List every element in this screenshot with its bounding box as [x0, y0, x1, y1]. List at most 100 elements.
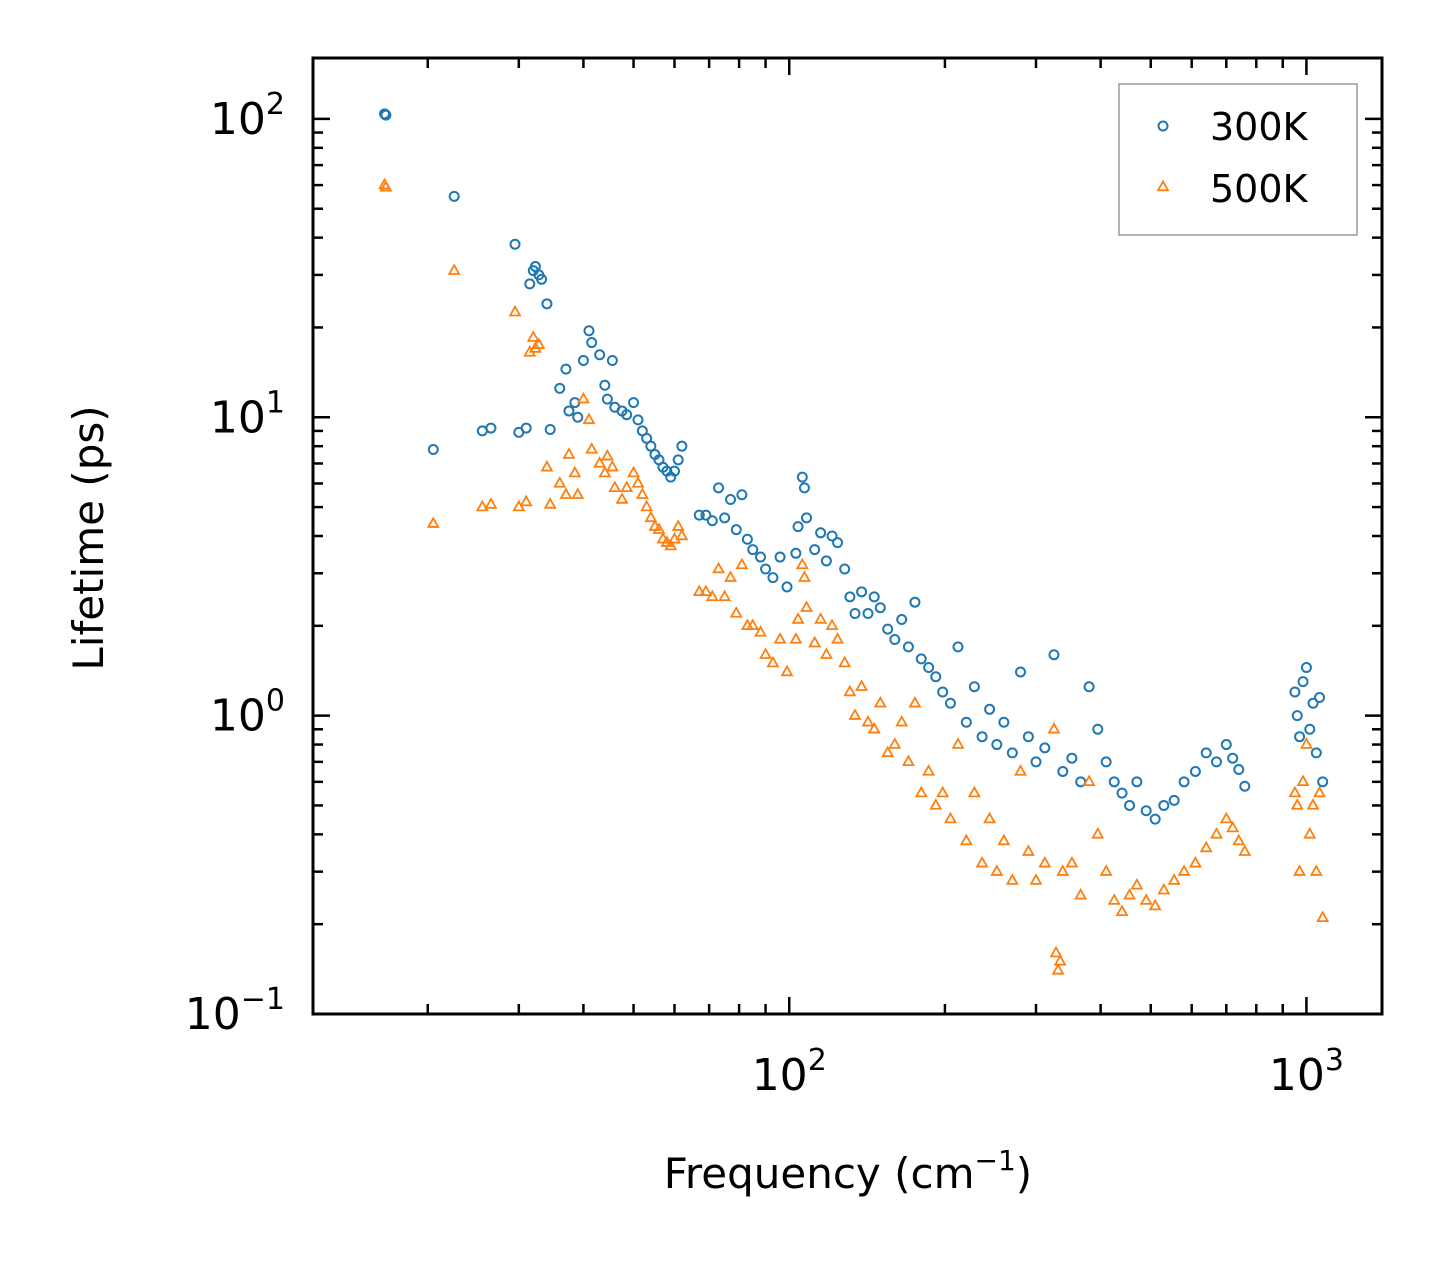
point-300k-2: [427, 443, 439, 455]
legend-label-500k: 500K: [1210, 167, 1309, 211]
point-500k-100: [1053, 954, 1067, 966]
legend-frame: [1118, 83, 1358, 236]
point-500k-102: [1065, 855, 1079, 868]
point-300k-69: [839, 563, 851, 575]
point-500k-14: [543, 497, 557, 509]
point-500k-60: [795, 557, 809, 570]
point-300k-130: [1317, 776, 1329, 788]
point-500k-122: [1238, 844, 1252, 856]
point-500k-131: [1313, 785, 1326, 798]
point-300k-97: [1039, 742, 1051, 754]
point-500k-128: [1303, 827, 1317, 839]
point-500k-55: [766, 655, 780, 668]
x-axis-label-sup: −1: [975, 1144, 1016, 1177]
point-300k-47: [713, 482, 725, 494]
point-300k-55: [760, 563, 772, 575]
point-300k-16: [554, 382, 566, 394]
point-500k-71: [855, 679, 869, 691]
point-300k-20: [572, 411, 584, 423]
point-500k-126: [1296, 774, 1310, 787]
point-500k-89: [983, 811, 997, 824]
point-500k-74: [873, 695, 887, 708]
point-300k-50: [730, 524, 742, 536]
point-300k-72: [856, 586, 868, 598]
point-300k-44: [693, 509, 705, 521]
point-300k-58: [781, 581, 793, 593]
point-500k-45: [705, 589, 719, 602]
point-300k-52: [741, 533, 753, 545]
point-300k-32: [632, 414, 644, 426]
point-300k-105: [1108, 776, 1120, 788]
point-300k-113: [1178, 776, 1190, 788]
point-500k-47: [718, 589, 732, 602]
y-tick-label-minus1: 10−1: [185, 982, 285, 1040]
point-500k-118: [1209, 827, 1223, 839]
point-500k-34: [644, 510, 658, 523]
point-300k-115: [1200, 747, 1212, 759]
point-300k-92: [998, 716, 1010, 728]
point-300k-129: [1314, 692, 1326, 704]
point-500k-130: [1309, 864, 1323, 876]
point-300k-17: [560, 363, 572, 375]
point-300k-65: [815, 527, 827, 539]
point-300k-112: [1168, 794, 1180, 806]
point-300k-81: [915, 653, 927, 665]
x-axis-label-main: Frequency (cm: [664, 1149, 975, 1198]
point-300k-31: [628, 397, 640, 409]
point-300k-62: [798, 482, 810, 494]
point-300k-14: [541, 298, 553, 310]
point-300k-84: [937, 686, 949, 698]
point-300k-59: [790, 547, 802, 559]
point-300k-80: [909, 596, 921, 608]
point-500k-57: [780, 664, 794, 677]
point-300k-57: [774, 551, 786, 563]
series-300k: [379, 108, 1329, 825]
series-500k: [378, 177, 1330, 975]
point-500k-85: [951, 737, 965, 749]
point-300k-104: [1100, 756, 1112, 768]
point-300k-30: [621, 409, 633, 421]
point-500k-59: [791, 612, 805, 624]
point-500k-4: [475, 499, 489, 512]
point-500k-98: [1049, 945, 1063, 958]
point-500k-15: [553, 476, 567, 488]
point-300k-124: [1297, 676, 1309, 688]
point-500k-87: [967, 785, 981, 798]
point-500k-90: [990, 864, 1004, 876]
point-500k-5: [484, 497, 498, 509]
point-500k-75: [881, 745, 895, 758]
point-300k-41: [668, 465, 680, 477]
point-500k-116: [1188, 855, 1202, 868]
point-300k-103: [1092, 723, 1104, 735]
point-300k-43: [676, 440, 688, 452]
point-300k-108: [1131, 776, 1143, 788]
point-500k-39: [664, 538, 678, 551]
point-500k-18: [568, 465, 582, 478]
point-500k-67: [831, 632, 845, 644]
y-tick-label-2: 102: [210, 87, 285, 145]
point-500k-26: [605, 459, 619, 472]
point-500k-36: [652, 522, 666, 534]
point-500k-23: [593, 456, 607, 468]
point-500k-120: [1226, 820, 1240, 833]
x-axis-label-end: ): [1016, 1149, 1032, 1198]
legend-marker-500k: [1156, 179, 1170, 192]
point-500k-72: [861, 714, 875, 727]
point-300k-109: [1140, 805, 1152, 817]
point-500k-22: [585, 442, 599, 454]
point-300k-91: [991, 739, 1003, 751]
point-500k-108: [1115, 904, 1129, 917]
point-300k-15: [544, 423, 556, 435]
point-500k-68: [838, 655, 852, 668]
point-300k-82: [923, 661, 935, 673]
point-300k-66: [820, 555, 832, 567]
point-300k-126: [1304, 723, 1316, 735]
legend: 300K 500K: [1118, 83, 1358, 236]
point-500k-27: [608, 480, 622, 493]
point-300k-96: [1030, 756, 1042, 768]
point-500k-16: [559, 487, 573, 499]
point-300k-87: [960, 716, 972, 728]
point-300k-117: [1220, 739, 1232, 751]
point-500k-96: [1038, 855, 1052, 868]
